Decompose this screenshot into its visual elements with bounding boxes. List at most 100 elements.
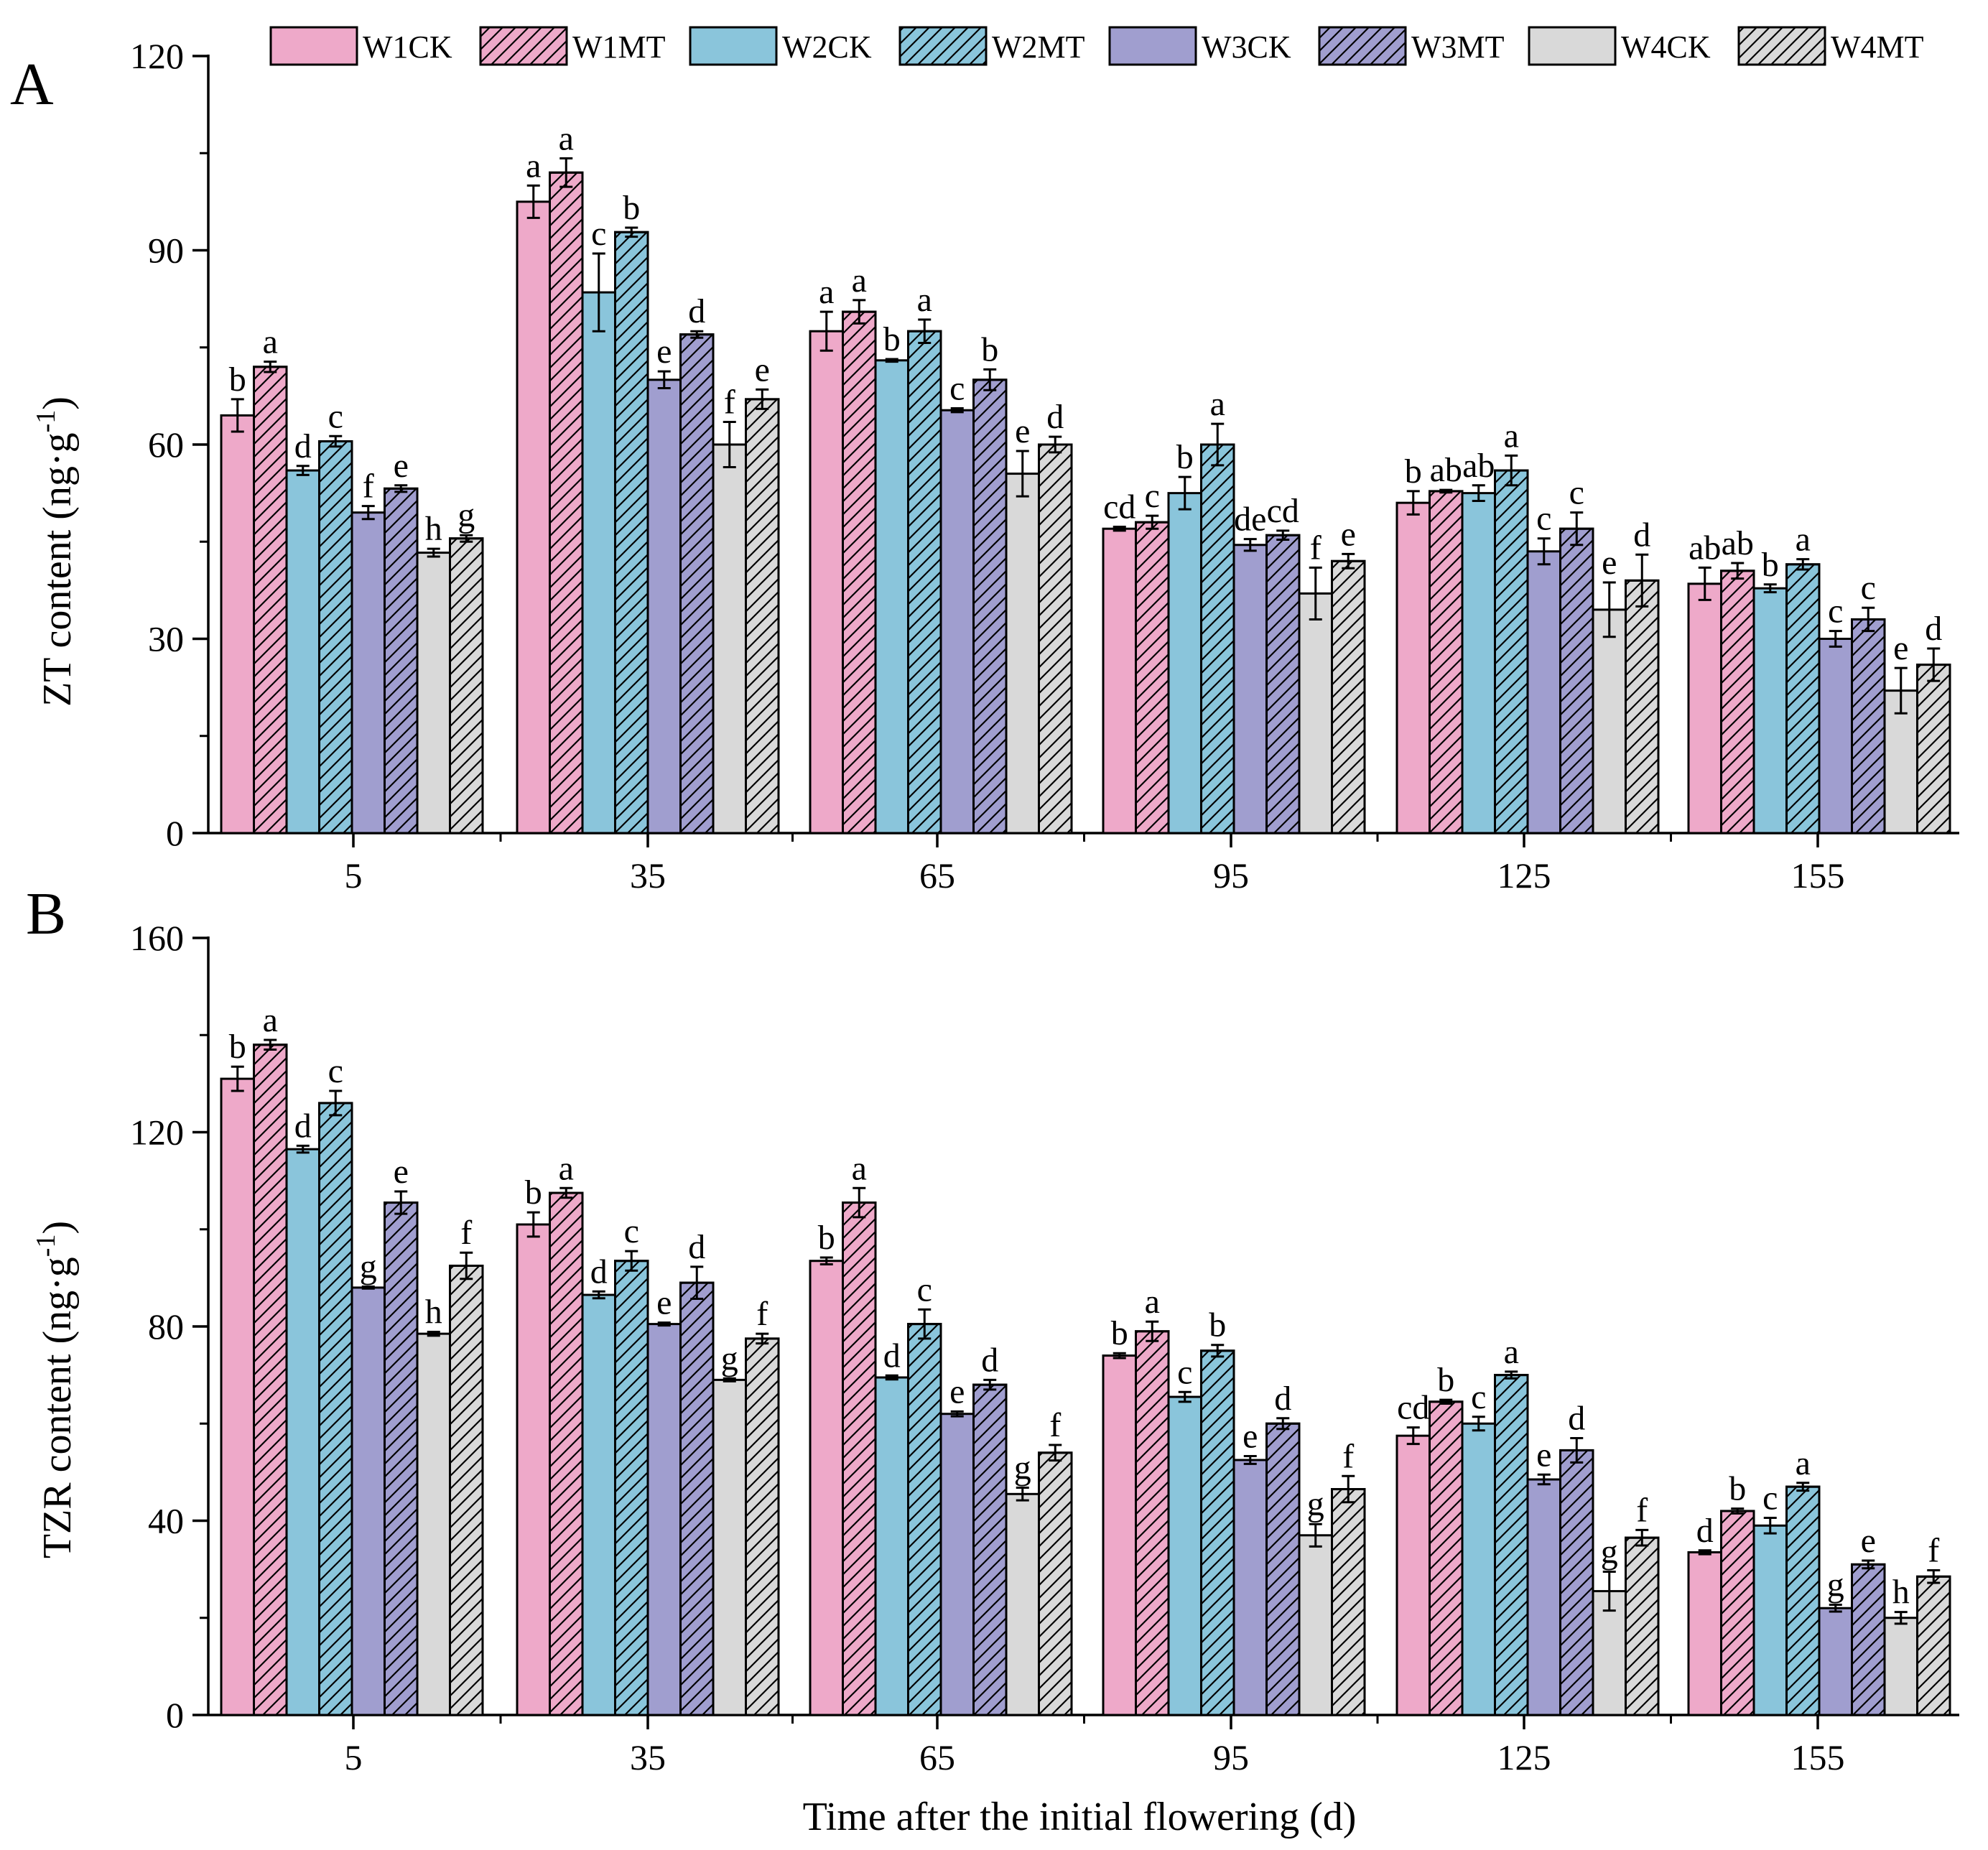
significance-letter: h <box>425 510 442 548</box>
x-tick-label: 95 <box>1213 1737 1249 1777</box>
bar-W3CK-65 <box>939 409 975 835</box>
significance-letter: d <box>1696 1512 1714 1550</box>
y-tick-label: 40 <box>148 1501 184 1541</box>
significance-letter: g <box>1307 1485 1324 1523</box>
significance-letter: b <box>1405 452 1422 491</box>
y-tick-label: 0 <box>166 813 184 853</box>
significance-letter: d <box>1046 398 1064 436</box>
significance-letter: c <box>949 370 965 408</box>
significance-letter: e <box>1015 412 1030 450</box>
significance-letter: b <box>525 1173 542 1212</box>
bar-W4CK-155 <box>1883 1617 1918 1716</box>
bar-hatch <box>679 1281 715 1716</box>
panel-label-b: B <box>26 880 66 947</box>
bar-hatch <box>745 398 780 835</box>
significance-letter: c <box>591 215 606 253</box>
bar-W2CK-125 <box>1461 492 1496 835</box>
significance-letter: f <box>756 1295 768 1333</box>
legend-swatch-W1CK <box>269 26 358 66</box>
significance-letter: e <box>394 1153 409 1191</box>
significance-letter: a <box>263 323 278 361</box>
significance-letter: a <box>1145 1283 1160 1321</box>
bar-W2CK-35 <box>581 1293 616 1716</box>
significance-letter: b <box>1729 1470 1746 1508</box>
significance-letter: b <box>1209 1306 1226 1344</box>
bar-hatch <box>1851 618 1886 835</box>
y-axis-title-a: ZT content (ng·g-1) <box>31 396 80 707</box>
significance-letter: h <box>1892 1574 1910 1612</box>
significance-letter: c <box>1828 592 1843 631</box>
significance-letter: d <box>1568 1400 1585 1438</box>
bar-hatch <box>1720 570 1755 835</box>
significance-letter: d <box>1925 610 1942 648</box>
bar-hatch <box>1494 1374 1529 1716</box>
significance-letter: c <box>1177 1353 1192 1391</box>
bar-hatch <box>253 1043 288 1716</box>
bar-hatch <box>1265 534 1301 835</box>
significance-letter: f <box>1310 529 1322 567</box>
significance-letter: e <box>1861 1522 1876 1560</box>
bar-hatch <box>907 330 942 835</box>
bar-W3CK-35 <box>646 378 682 835</box>
bar-W2CK-35 <box>581 291 616 835</box>
bar-W3CK-155 <box>1818 1607 1853 1716</box>
bar-W2CK-125 <box>1461 1422 1496 1716</box>
bar-W2CK-95 <box>1167 492 1202 835</box>
significance-letter: a <box>559 119 574 157</box>
bar-hatch <box>1494 469 1529 835</box>
bar-W1CK-95 <box>1102 527 1137 835</box>
significance-letter: ab <box>1689 529 1721 567</box>
significance-letter: e <box>1242 1418 1258 1456</box>
significance-letter: c <box>624 1212 639 1250</box>
bar-hatch <box>972 1383 1008 1716</box>
significance-letter: d <box>294 1107 312 1145</box>
significance-letter: b <box>1762 546 1779 584</box>
legend-label-W4CK: W4CK <box>1621 29 1711 65</box>
bar-hatch <box>1429 490 1464 835</box>
legend-swatch-W3CK <box>1108 26 1197 66</box>
bar-W2CK-65 <box>874 359 909 835</box>
legend-label-W1MT: W1MT <box>572 29 666 65</box>
bar-W2CK-95 <box>1167 1395 1202 1716</box>
y-unit-exponent-a: -1 <box>31 410 61 433</box>
x-tick-label: 65 <box>919 855 955 896</box>
significance-letter: a <box>819 273 834 311</box>
bar-W1CK-125 <box>1395 1434 1431 1716</box>
bar-W4CK-125 <box>1592 608 1627 835</box>
bar-hatch <box>1135 1330 1170 1716</box>
bar-W1CK-95 <box>1102 1354 1137 1716</box>
legend-swatch-hatch <box>479 26 568 66</box>
bar-hatch <box>1851 1563 1886 1716</box>
significance-letter: e <box>394 447 409 485</box>
bar-W3CK-5 <box>350 1286 386 1716</box>
significance-letter: e <box>755 350 770 389</box>
bar-W4CK-35 <box>712 1378 747 1716</box>
legend-label-W3MT: W3MT <box>1411 29 1505 65</box>
y-unit-exponent-b: -1 <box>31 1235 61 1258</box>
bar-W1CK-155 <box>1687 582 1722 835</box>
bar-W2CK-5 <box>285 1148 320 1716</box>
significance-letter: de <box>1234 501 1266 539</box>
legend-swatch-W2CK <box>689 26 778 66</box>
bar-hatch <box>384 487 419 835</box>
significance-letter: a <box>1504 1333 1519 1371</box>
significance-letter: a <box>1796 521 1811 559</box>
bar-hatch <box>1200 443 1235 835</box>
significance-letter: c <box>1471 1378 1486 1416</box>
bar-hatch <box>449 537 484 835</box>
y-tick-label: 30 <box>148 619 184 659</box>
significance-letter: g <box>360 1248 377 1286</box>
bar-hatch <box>842 310 877 835</box>
significance-letter: b <box>981 330 998 368</box>
bar-hatch <box>1625 1536 1660 1716</box>
x-tick-label: 95 <box>1213 855 1249 896</box>
significance-letter: f <box>724 383 735 421</box>
bar-hatch <box>1429 1400 1464 1716</box>
significance-letter: cd <box>1397 1389 1429 1427</box>
bar-hatch <box>1038 1451 1073 1716</box>
significance-letter: d <box>1274 1380 1291 1418</box>
bar-hatch <box>1559 527 1594 835</box>
